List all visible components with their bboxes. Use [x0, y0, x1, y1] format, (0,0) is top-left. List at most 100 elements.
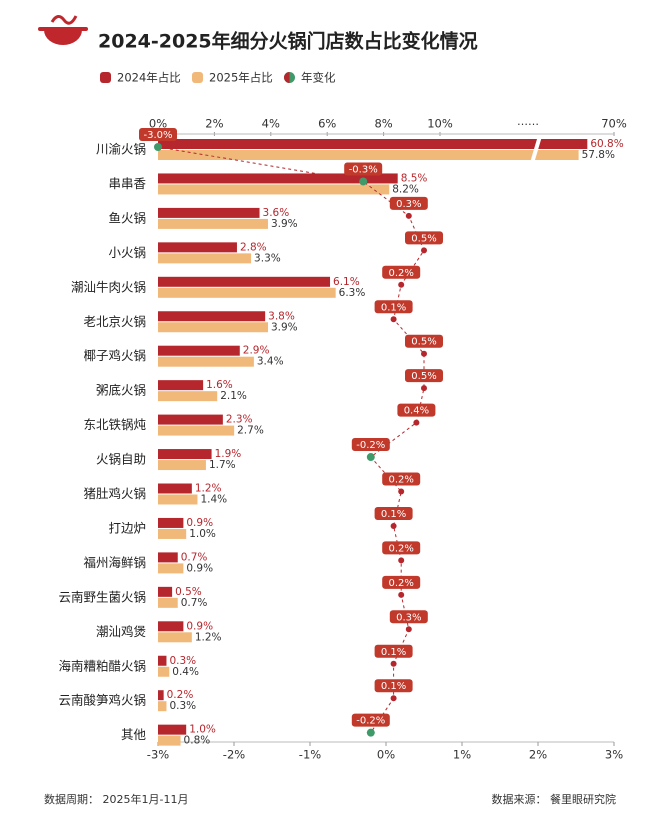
value-label: 6.1% — [333, 276, 360, 288]
value-label: 60.8% — [590, 138, 623, 150]
value-label: 0.3% — [169, 700, 196, 712]
value-label: 8.5% — [401, 172, 428, 184]
value-label: 0.7% — [181, 597, 208, 609]
change-label-box — [382, 265, 421, 279]
change-label-box — [351, 438, 390, 452]
value-label: 2.9% — [243, 345, 270, 357]
change-label: 0.2% — [388, 268, 413, 279]
value-label: 0.2% — [167, 689, 194, 701]
value-label: 1.9% — [215, 448, 242, 460]
bar — [158, 242, 237, 253]
bar — [158, 655, 167, 666]
change-point — [366, 453, 375, 462]
value-label: 2.3% — [226, 414, 253, 426]
category-label: 椰子鸡火锅 — [83, 348, 146, 363]
legend-label: 年变化 — [301, 71, 336, 85]
category-label: 海南糟粕醋火锅 — [58, 658, 146, 673]
change-label-box — [374, 644, 413, 658]
x2-tick-label: 2% — [529, 748, 547, 762]
change-point — [398, 557, 405, 564]
x-tick-label: 70% — [601, 117, 627, 131]
value-label: 8.2% — [392, 183, 419, 195]
bar — [158, 735, 181, 746]
change-point — [154, 143, 162, 151]
change-label: -0.2% — [356, 716, 385, 727]
change-point — [398, 281, 405, 288]
value-label: 3.6% — [263, 207, 290, 219]
category-label: 火锅自助 — [96, 452, 146, 467]
change-label: 0.1% — [381, 509, 406, 520]
bar — [158, 552, 178, 563]
change-label: 0.5% — [411, 371, 436, 382]
value-label: 6.3% — [339, 287, 366, 299]
category-label: 潮汕鸡煲 — [96, 624, 146, 639]
bar — [158, 253, 252, 264]
change-point — [421, 350, 427, 357]
change-label-box — [405, 369, 443, 383]
bar — [158, 311, 266, 322]
change-point — [421, 385, 427, 392]
bar — [158, 380, 204, 391]
bar — [158, 150, 579, 160]
legend: 2024年占比 2025年占比 年变化 — [100, 71, 336, 85]
bar — [158, 184, 390, 195]
x-tick-label: 4% — [262, 117, 280, 131]
change-label: 0.2% — [388, 475, 413, 486]
change-label: -0.2% — [356, 440, 385, 451]
x-tick-label: 8% — [374, 117, 392, 131]
bar — [158, 517, 184, 528]
change-label: 0.4% — [404, 406, 429, 417]
change-label: 0.2% — [388, 578, 413, 589]
change-point — [421, 247, 427, 254]
change-label-box — [405, 334, 443, 348]
value-label: 57.8% — [582, 149, 615, 161]
bar — [158, 483, 192, 494]
category-label: 福州海鲜锅 — [83, 555, 146, 570]
bar — [158, 425, 235, 436]
legend-swatch — [100, 72, 111, 83]
value-label: 0.9% — [186, 562, 213, 574]
category-label: 打边炉 — [108, 520, 146, 535]
change-label: -3.0% — [143, 130, 172, 141]
bar — [158, 218, 268, 229]
change-label-box — [382, 575, 421, 589]
bar — [158, 356, 254, 367]
bar — [158, 586, 173, 597]
value-label: 3.9% — [271, 218, 298, 230]
category-label: 鱼火锅 — [108, 210, 146, 225]
value-label: 2.7% — [237, 425, 264, 437]
bar — [158, 563, 184, 574]
category-label: 粥底火锅 — [96, 383, 146, 398]
change-label: 0.1% — [381, 647, 406, 658]
change-label-box — [405, 231, 443, 245]
value-label: 1.4% — [200, 494, 227, 506]
category-label: 云南酸笋鸡火锅 — [58, 693, 146, 708]
x-tick-label: 2% — [205, 117, 223, 131]
value-label: 3.8% — [268, 310, 295, 322]
change-label-box — [139, 128, 177, 141]
change-point — [398, 591, 405, 598]
bar — [158, 449, 212, 460]
change-label-box — [397, 403, 436, 417]
bar — [158, 690, 164, 701]
logo — [38, 15, 88, 45]
category-label: 老北京火锅 — [83, 314, 146, 329]
category-label: 小火锅 — [108, 245, 146, 260]
change-line — [157, 146, 425, 733]
change-label: 0.1% — [381, 681, 406, 692]
x2-tick-label: 0% — [377, 748, 395, 762]
change-label-box — [382, 541, 421, 555]
category-label: 其他 — [121, 727, 147, 742]
value-label: 3.9% — [271, 321, 298, 333]
value-label: 3.4% — [257, 356, 284, 368]
value-label: 0.3% — [169, 655, 196, 667]
change-label: 0.1% — [381, 302, 406, 313]
bar — [158, 207, 260, 218]
change-point — [390, 695, 397, 702]
bar — [158, 276, 331, 287]
change-label-box — [382, 472, 421, 486]
bar — [158, 287, 336, 298]
value-label: 1.6% — [206, 379, 233, 391]
value-label: 3.3% — [254, 252, 281, 264]
